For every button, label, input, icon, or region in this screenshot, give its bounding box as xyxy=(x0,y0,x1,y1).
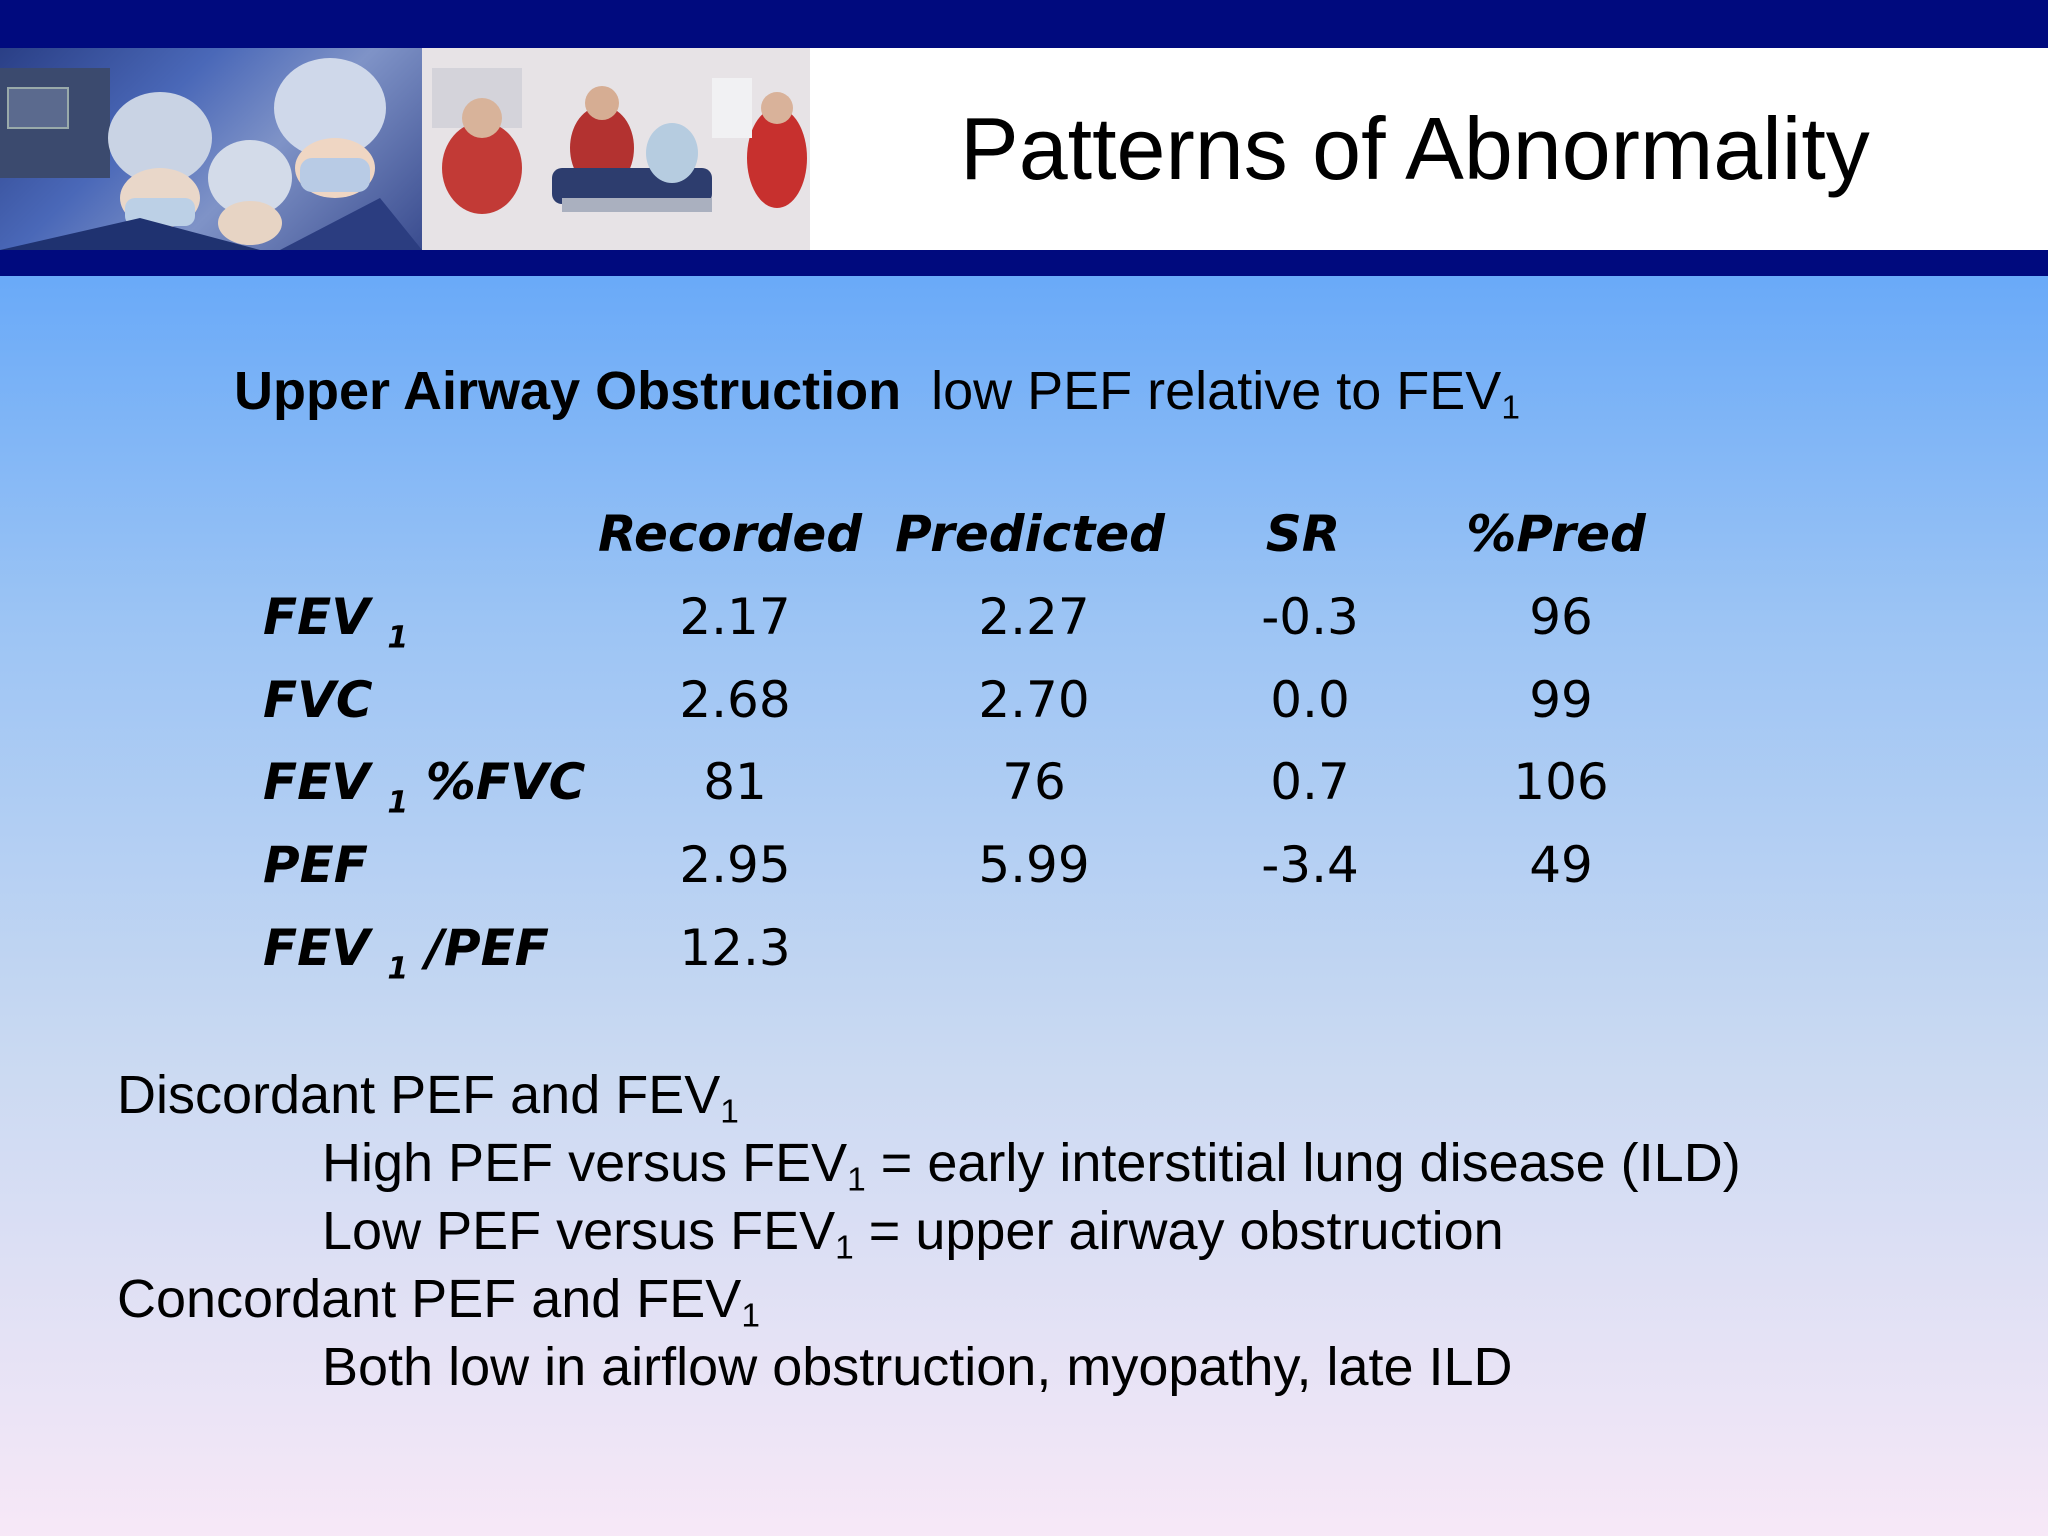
table-cell: -0.3 xyxy=(1261,588,1359,646)
paramedics-photo xyxy=(422,48,810,250)
note-discordant: Discordant PEF and FEV1 xyxy=(117,1065,739,1131)
surgeons-photo xyxy=(0,48,422,250)
row-label-fev1: FEV 1 xyxy=(263,588,409,656)
table-cell: 0.0 xyxy=(1270,671,1350,729)
table-cell: 2.70 xyxy=(978,671,1090,729)
header-predicted: Predicted xyxy=(895,505,1165,563)
header-top-bar xyxy=(0,0,2048,48)
subtitle-bold: Upper Airway Obstruction xyxy=(234,361,902,421)
row-label-fev1-pct-fvc: FEV 1 %FVC xyxy=(263,753,586,821)
table-cell: 5.99 xyxy=(978,836,1090,894)
subtitle-normal: low PEF relative to FEV xyxy=(931,361,1502,421)
table-cell: 96 xyxy=(1529,588,1593,646)
note-high-pef: High PEF versus FEV1 = early interstitia… xyxy=(322,1133,1741,1199)
note-both-low: Both low in airflow obstruction, myopath… xyxy=(322,1337,1513,1397)
table-cell: 81 xyxy=(703,753,767,811)
table-cell: -3.4 xyxy=(1261,836,1359,894)
row-label-fvc: FVC xyxy=(263,671,373,729)
slide-title: Patterns of Abnormality xyxy=(960,99,1870,198)
note-concordant: Concordant PEF and FEV1 xyxy=(117,1269,760,1335)
table-cell: 2.95 xyxy=(679,836,791,894)
table-cell: 2.27 xyxy=(978,588,1090,646)
header-sr: SR xyxy=(1265,505,1341,563)
spirometry-table: Recorded Predicted SR %Pred FEV 1 2.17 2… xyxy=(263,505,1646,987)
table-cell: 12.3 xyxy=(679,919,791,977)
subtitle-subscript: 1 xyxy=(1501,389,1520,427)
table-cell: 2.17 xyxy=(679,588,791,646)
note-low-pef: Low PEF versus FEV1 = upper airway obstr… xyxy=(322,1201,1504,1267)
subtitle: Upper Airway Obstruction low PEF relativ… xyxy=(234,360,1520,425)
table-cell: 106 xyxy=(1513,753,1609,811)
row-label-fev1-pef: FEV 1 /PEF xyxy=(263,919,549,987)
table-cell: 49 xyxy=(1529,836,1593,894)
header-bottom-bar xyxy=(0,250,2048,276)
row-label-pef: PEF xyxy=(263,836,368,894)
header-recorded: Recorded xyxy=(597,505,863,563)
table-cell: 0.7 xyxy=(1270,753,1350,811)
header-pct-pred: %Pred xyxy=(1466,505,1646,563)
table-cell: 99 xyxy=(1529,671,1593,729)
table-cell: 2.68 xyxy=(679,671,791,729)
table-cell: 76 xyxy=(1002,753,1066,811)
